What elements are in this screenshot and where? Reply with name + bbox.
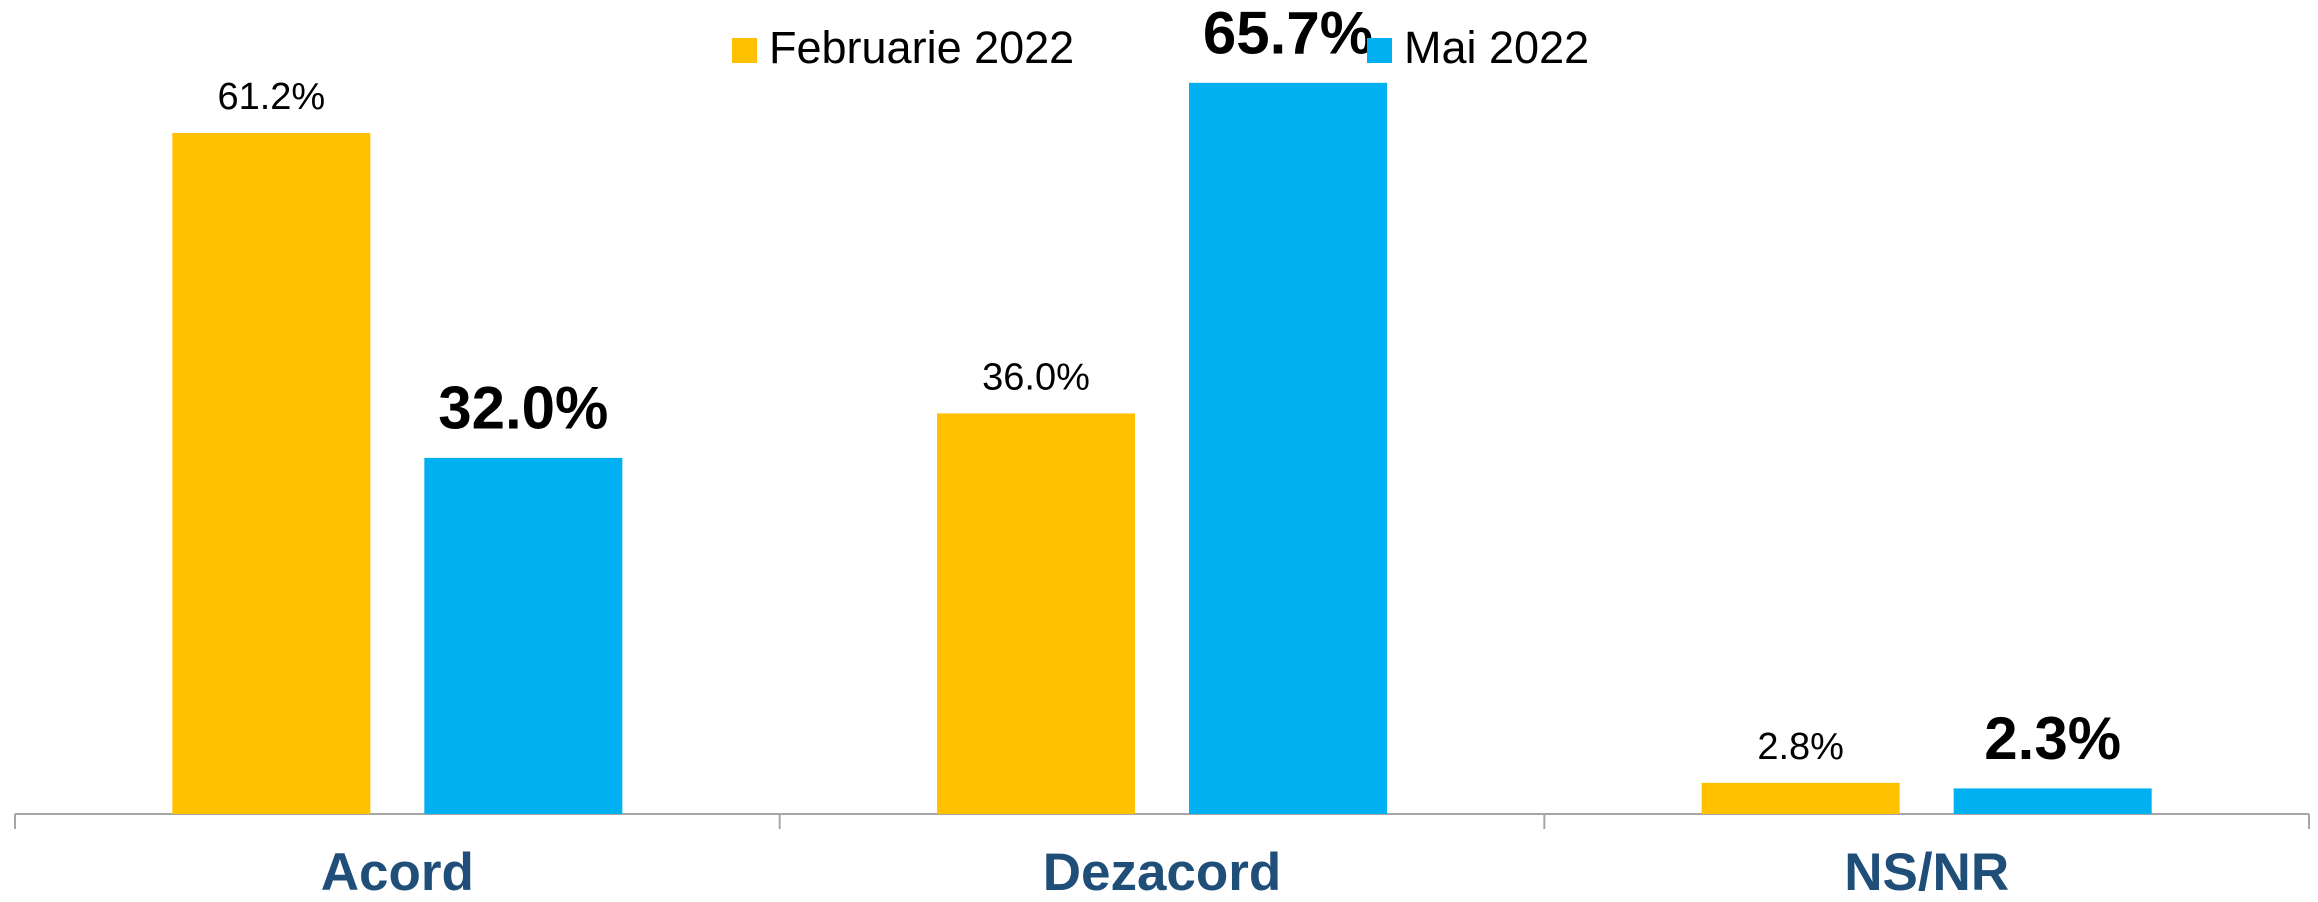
data-label: 61.2% — [217, 76, 325, 118]
x-tick-label: Acord — [321, 843, 474, 902]
data-label: 36.0% — [982, 356, 1090, 398]
x-tick-label: NS/NR — [1844, 843, 2009, 902]
x-tick-label: Dezacord — [1043, 843, 1282, 902]
legend-swatch — [1367, 38, 1392, 63]
legend-label: Mai 2022 — [1404, 22, 1589, 73]
bar — [1189, 82, 1387, 815]
legend-swatch — [732, 38, 757, 63]
bar — [1701, 782, 1900, 814]
bar — [172, 132, 371, 815]
bar — [424, 457, 623, 814]
data-label: 65.7% — [1203, 0, 1373, 67]
data-label: 2.8% — [1757, 726, 1844, 768]
data-label: 32.0% — [438, 375, 608, 442]
legend-label: Februarie 2022 — [769, 22, 1074, 73]
data-label: 2.3% — [1984, 705, 2121, 772]
bar — [937, 413, 1135, 814]
bar — [1953, 788, 2152, 814]
